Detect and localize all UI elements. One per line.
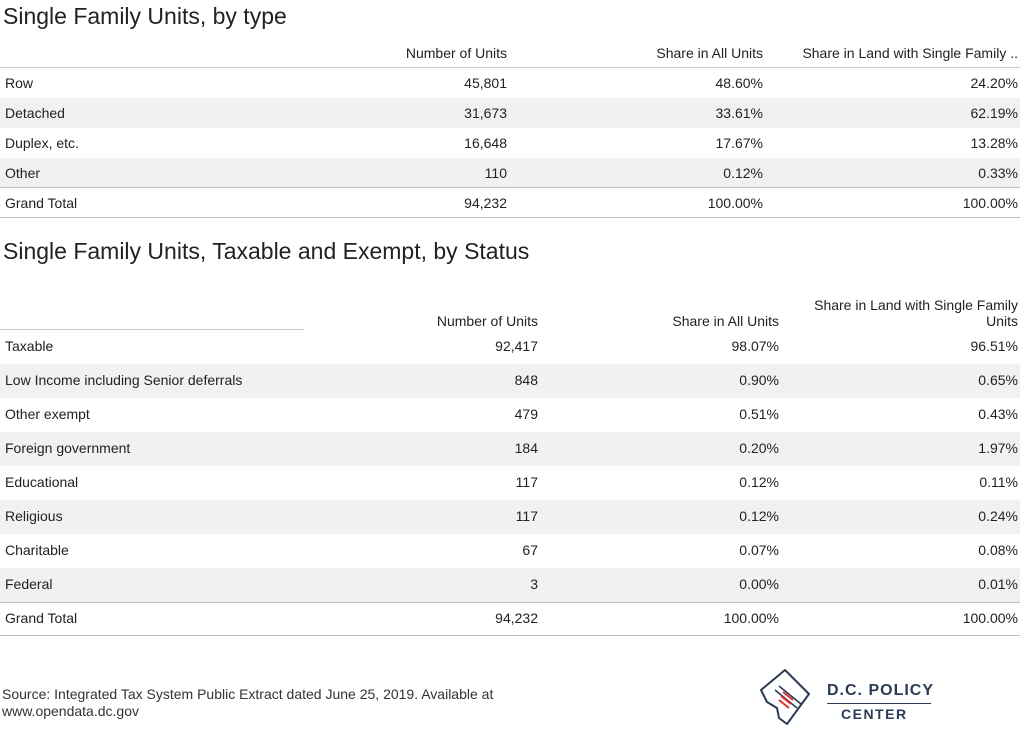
row-label: Detached xyxy=(5,105,65,121)
share-land-cell: 0.01% xyxy=(978,576,1018,592)
dc-policy-center-logo: D.C. POLICY CENTER xyxy=(757,668,947,728)
share-all-cell: 48.60% xyxy=(715,75,763,91)
table1-bottom-rule xyxy=(0,217,1020,218)
row-label: Educational xyxy=(5,474,79,490)
units-cell: 94,232 xyxy=(464,195,507,211)
row-label: Taxable xyxy=(5,338,54,354)
share-all-cell: 0.12% xyxy=(723,165,763,181)
table-row: Detached 31,673 33.61% 62.19% xyxy=(0,98,1020,128)
share-land-cell: 0.33% xyxy=(978,165,1018,181)
units-cell: 184 xyxy=(514,440,538,456)
table2-header-rule xyxy=(0,329,304,330)
table-row: Low Income including Senior deferrals 848… xyxy=(0,364,1020,398)
units-cell: 45,801 xyxy=(464,75,507,91)
table1-col-units: Number of Units xyxy=(405,45,507,61)
share-all-cell: 0.07% xyxy=(739,542,779,558)
table1-header-rule xyxy=(0,67,258,68)
share-all-cell: 0.12% xyxy=(739,474,779,490)
share-land-cell: 0.24% xyxy=(978,508,1018,524)
row-label: Grand Total xyxy=(5,195,78,211)
row-label: Religious xyxy=(5,508,63,524)
units-cell: 94,232 xyxy=(495,610,538,626)
units-cell: 848 xyxy=(514,372,538,388)
source-note: Source: Integrated Tax System Public Ext… xyxy=(2,686,493,720)
row-label: Federal xyxy=(5,576,53,592)
table-row: Other 110 0.12% 0.33% xyxy=(0,158,1020,188)
units-cell: 3 xyxy=(530,576,538,592)
table2-col-share-all: Share in All Units xyxy=(672,313,779,329)
row-label: Low Income including Senior deferrals xyxy=(5,372,243,388)
share-all-cell: 100.00% xyxy=(707,195,763,211)
logo-text-line2: CENTER xyxy=(841,706,908,722)
table2-total-rule xyxy=(0,602,1020,603)
share-land-cell: 96.51% xyxy=(970,338,1018,354)
share-all-cell: 0.90% xyxy=(739,372,779,388)
share-all-cell: 100.00% xyxy=(723,610,779,626)
table-row: Foreign government 184 0.20% 1.97% xyxy=(0,432,1020,466)
share-land-cell: 62.19% xyxy=(970,105,1018,121)
table-row: Charitable 67 0.07% 0.08% xyxy=(0,534,1020,568)
units-cell: 67 xyxy=(522,542,538,558)
share-land-cell: 13.28% xyxy=(970,135,1018,151)
table2-col-units: Number of Units xyxy=(436,313,538,329)
table2-col-share-land-line1: Share in Land with Single Family xyxy=(814,297,1018,313)
table-row: Duplex, etc. 16,648 17.67% 13.28% xyxy=(0,128,1020,158)
table-row: Federal 3 0.00% 0.01% xyxy=(0,568,1020,602)
share-all-cell: 0.00% xyxy=(739,576,779,592)
share-land-cell: 100.00% xyxy=(962,195,1018,211)
row-label: Foreign government xyxy=(5,440,131,456)
share-all-cell: 0.12% xyxy=(739,508,779,524)
table-row: Taxable 92,417 98.07% 96.51% xyxy=(0,330,1020,364)
table1-col-share-land: Share in Land with Single Family .. xyxy=(802,45,1018,61)
row-label: Other exempt xyxy=(5,406,90,422)
table-total-row: Grand Total 94,232 100.00% 100.00% xyxy=(0,188,1020,218)
row-label: Charitable xyxy=(5,542,69,558)
table1-title: Single Family Units, by type xyxy=(3,3,287,29)
row-label: Row xyxy=(5,75,34,91)
table-total-row: Grand Total 94,232 100.00% 100.00% xyxy=(0,602,1020,636)
table2-title: Single Family Units, Taxable and Exempt,… xyxy=(3,238,530,264)
share-all-cell: 0.20% xyxy=(739,440,779,456)
units-cell: 479 xyxy=(514,406,538,422)
logo-text-line1: D.C. POLICY xyxy=(827,682,935,699)
logo-divider xyxy=(827,703,931,704)
units-cell: 92,417 xyxy=(495,338,538,354)
share-all-cell: 98.07% xyxy=(731,338,779,354)
table1-total-rule xyxy=(0,187,1020,188)
share-land-cell: 0.08% xyxy=(978,542,1018,558)
table-row: Other exempt 479 0.51% 0.43% xyxy=(0,398,1020,432)
units-cell: 16,648 xyxy=(464,135,507,151)
table-row: Row 45,801 48.60% 24.20% xyxy=(0,68,1020,98)
share-land-cell: 0.65% xyxy=(978,372,1018,388)
units-cell: 110 xyxy=(484,165,507,181)
share-land-cell: 100.00% xyxy=(962,610,1018,626)
share-all-cell: 0.51% xyxy=(739,406,779,422)
units-cell: 117 xyxy=(515,508,538,524)
row-label: Duplex, etc. xyxy=(5,135,79,151)
table-row: Religious 117 0.12% 0.24% xyxy=(0,500,1020,534)
units-cell: 31,673 xyxy=(464,105,507,121)
source-line2: www.opendata.dc.gov xyxy=(2,703,139,719)
table1-col-share-all: Share in All Units xyxy=(656,45,763,61)
table-row: Educational 117 0.12% 0.11% xyxy=(0,466,1020,500)
dc-map-icon xyxy=(760,669,810,725)
source-line1: Source: Integrated Tax System Public Ext… xyxy=(2,686,494,702)
share-land-cell: 0.11% xyxy=(979,474,1018,490)
table2-col-share-land-line2: Units xyxy=(986,313,1018,329)
share-land-cell: 0.43% xyxy=(978,406,1018,422)
table1-header-rule-right xyxy=(258,67,1020,68)
table2-bottom-rule xyxy=(0,635,1020,636)
share-land-cell: 24.20% xyxy=(970,75,1018,91)
row-label: Other xyxy=(5,165,41,181)
share-all-cell: 33.61% xyxy=(715,105,763,121)
share-all-cell: 17.67% xyxy=(715,135,763,151)
row-label: Grand Total xyxy=(5,610,78,626)
share-land-cell: 1.97% xyxy=(978,440,1018,456)
units-cell: 117 xyxy=(515,474,538,490)
